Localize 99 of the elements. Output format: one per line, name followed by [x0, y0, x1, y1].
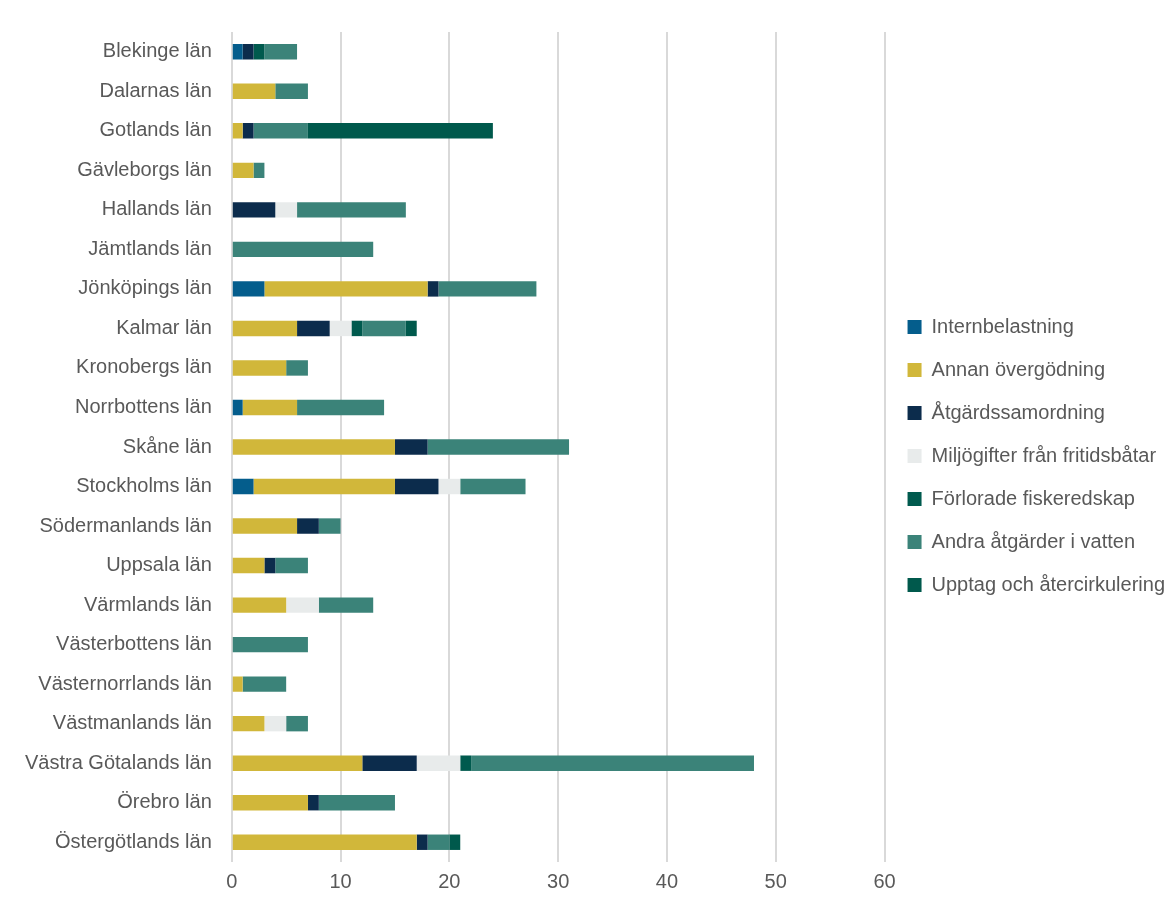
bar [427, 834, 450, 850]
bar [232, 439, 395, 455]
bar [307, 795, 319, 811]
bar [232, 557, 265, 574]
bar [264, 557, 276, 574]
y-tick-label: Skåne län [122, 434, 212, 457]
y-tick-label: Stockholms län [76, 474, 212, 497]
y-tick-label: Jönköpings län [78, 276, 212, 299]
bar [253, 123, 308, 139]
y-tick-label: Hallands län [101, 197, 212, 220]
y-tick-label: Jämtlands län [88, 236, 212, 259]
x-tick-label: 0 [226, 869, 238, 892]
bar [318, 795, 395, 811]
bar [449, 834, 461, 850]
y-tick-label: Gotlands län [99, 118, 212, 141]
bar [416, 755, 461, 771]
bar [232, 241, 374, 258]
bar [232, 162, 254, 179]
bar [232, 755, 363, 771]
bar [405, 320, 417, 337]
bar [232, 399, 243, 416]
bar [362, 320, 406, 337]
legend-label: Åtgärdssamordning [931, 400, 1105, 423]
bar [242, 44, 254, 60]
bar [253, 478, 395, 495]
y-tick-label: Norrbottens län [75, 394, 212, 417]
y-tick-label: Blekinge län [102, 39, 212, 62]
bar [297, 320, 330, 337]
legend-label: Upptag och återcirkulering [931, 572, 1166, 595]
bar [275, 83, 308, 99]
bar [286, 360, 308, 376]
bar [394, 478, 439, 495]
bar [460, 755, 472, 771]
bar [232, 360, 287, 376]
legend-label: Miljögifter från fritidsbåtar [931, 443, 1157, 466]
y-tick-label: Örebro län [117, 790, 212, 813]
bar [232, 123, 243, 139]
bar [460, 478, 526, 495]
bar [232, 320, 298, 337]
bar [307, 123, 493, 139]
bar [232, 518, 298, 534]
bar [275, 557, 308, 574]
x-tick-label: 20 [438, 869, 461, 892]
bar [232, 478, 254, 495]
bar [297, 202, 406, 218]
x-tick-label: 60 [873, 869, 896, 892]
y-tick-label: Gävleborgs län [77, 157, 212, 180]
bar [232, 715, 265, 732]
bar [232, 281, 265, 297]
x-tick-label: 50 [764, 869, 787, 892]
bar [232, 676, 243, 692]
bar [264, 44, 298, 60]
bar [318, 518, 341, 534]
bar [329, 320, 352, 337]
legend-label: Annan övergödning [931, 357, 1106, 380]
bar [242, 399, 298, 416]
bar [286, 597, 319, 613]
bar [427, 439, 570, 455]
bar [242, 123, 254, 139]
bar [275, 202, 298, 218]
bar [416, 834, 428, 850]
y-tick-label: Uppsala län [106, 553, 212, 576]
bar [297, 518, 319, 534]
x-tick-label: 30 [547, 869, 570, 892]
bar [232, 795, 308, 811]
y-tick-label: Värmlands län [83, 592, 212, 615]
bar [427, 281, 439, 297]
y-tick-label: Västernorrlands län [38, 671, 212, 694]
bar [394, 439, 428, 455]
bar [438, 281, 537, 297]
bar [232, 83, 276, 99]
y-tick-label: Västmanlands län [52, 711, 212, 734]
y-tick-label: Västra Götalands län [25, 750, 212, 773]
bar [438, 478, 461, 495]
bar [318, 597, 374, 613]
y-tick-label: Östergötlands län [55, 829, 212, 852]
bar [351, 320, 363, 337]
x-tick-label: 10 [329, 869, 352, 892]
bar [362, 755, 417, 771]
bar [232, 202, 276, 218]
bar [232, 44, 243, 60]
bar [232, 636, 308, 653]
legend-label: Andra åtgärder i vatten [931, 529, 1136, 552]
bar [264, 281, 428, 297]
legend-label: Förlorade fiskeredskap [931, 486, 1135, 509]
y-tick-label: Kronobergs län [76, 355, 212, 378]
x-tick-label: 40 [655, 869, 679, 892]
y-tick-label: Södermanlands län [39, 513, 212, 536]
y-tick-label: Kalmar län [116, 315, 212, 338]
bar [232, 834, 417, 850]
y-tick-label: Västerbottens län [56, 632, 212, 655]
bar [471, 755, 754, 771]
bar [297, 399, 385, 416]
bar [242, 676, 287, 692]
bar [232, 597, 287, 613]
bar [264, 715, 287, 732]
y-tick-label: Dalarnas län [99, 78, 212, 101]
bar [286, 715, 308, 732]
legend-label: Internbelastning [931, 314, 1074, 337]
